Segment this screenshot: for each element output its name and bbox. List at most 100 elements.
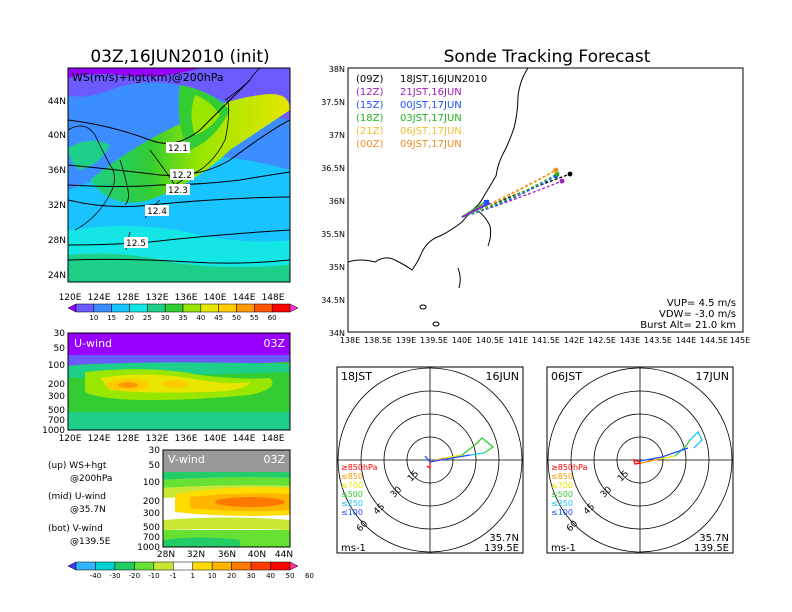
hodo-lat: 35.7N bbox=[699, 533, 729, 544]
v-wind-time: 03Z bbox=[263, 453, 285, 466]
hodo-segment bbox=[689, 430, 703, 449]
colorbar-swatch bbox=[111, 303, 130, 313]
level-label: ≤250 bbox=[341, 499, 363, 508]
hodo-unit: ms-1 bbox=[341, 543, 366, 554]
colorbar-tick: 55 bbox=[250, 314, 259, 322]
sonde-trajectories bbox=[461, 169, 571, 218]
pressure-tick: 200 bbox=[143, 497, 160, 507]
hodo-segment bbox=[633, 459, 642, 465]
colorbar-tick: 20 bbox=[125, 314, 134, 322]
lon-tick: 139E bbox=[396, 336, 416, 345]
colorbar-tick: 15 bbox=[107, 314, 116, 322]
u-wind-y-ticks: 30 50 100 200 300 500 700 1000 bbox=[42, 329, 65, 436]
lon-tick: 136E bbox=[175, 434, 198, 444]
lat-tick: 37N bbox=[329, 131, 345, 140]
colorbar-swatch bbox=[218, 303, 237, 313]
hodo-segment bbox=[674, 439, 691, 457]
lat-tick: 32N bbox=[48, 201, 66, 211]
v-wind-label: V-wind bbox=[168, 453, 205, 466]
hodo-segment bbox=[443, 454, 463, 459]
sonde-parameters: VUP= 4.5 m/s VDW= -3.0 m/s Burst Alt= 21… bbox=[640, 298, 736, 331]
colorbar-swatch bbox=[173, 561, 193, 571]
wind-component-colorbar: -40 -30 -20 -10 -1 1 10 20 30 40 50 60 bbox=[67, 561, 314, 580]
v-wind-y-ticks: 30 50 100 200 300 500 700 1000 bbox=[137, 446, 160, 553]
lat-tick: 32N bbox=[187, 550, 205, 560]
colorbar-arrow-right bbox=[289, 303, 299, 313]
colorbar-tick: 40 bbox=[196, 314, 205, 322]
colorbar-swatch bbox=[200, 303, 219, 313]
burst-altitude: Burst Alt= 21.0 km bbox=[640, 320, 736, 331]
track-lon-ticks: 138E 138.5E 139E 139.5E 140E 140.5E 141E… bbox=[340, 336, 750, 345]
sonde-track-map: 38N 37.5N 37N 36.5N 36N 35.5N 35N 34.5N … bbox=[321, 65, 750, 345]
ascent-segment bbox=[461, 203, 487, 218]
colorbar-tick: 60 bbox=[305, 572, 314, 580]
lon-tick: 148E bbox=[262, 434, 285, 444]
contour-label: 12.4 bbox=[147, 207, 167, 217]
colorbar-tick: 50 bbox=[232, 314, 241, 322]
endpoint-00z bbox=[553, 167, 559, 173]
track-15z bbox=[461, 175, 557, 218]
lon-tick: 124E bbox=[88, 434, 111, 444]
wind-speed-map: WS(m/s)+hgt(km)@200hPa 44N 40N 36N 32N 2… bbox=[48, 67, 291, 303]
level-label: ≤500 bbox=[551, 490, 573, 499]
lat-tick: 36N bbox=[329, 197, 345, 206]
level-label: ≤850 bbox=[551, 472, 573, 481]
hodo-date: 16JUN bbox=[485, 370, 519, 383]
colorbar-swatch bbox=[211, 561, 232, 571]
pressure-tick: 1000 bbox=[137, 543, 160, 553]
lon-tick: 128E bbox=[117, 293, 140, 303]
lon-tick: 138E bbox=[340, 336, 360, 345]
u-wind-x-ticks: 120E 124E 128E 132E 136E 140E 144E 148E bbox=[59, 434, 285, 444]
contour-label: 12.5 bbox=[126, 239, 146, 249]
note-line: (mid) U-wind bbox=[48, 492, 106, 502]
lon-tick: 124E bbox=[88, 293, 111, 303]
lon-tick: 120E bbox=[59, 293, 82, 303]
hodo-segment bbox=[640, 458, 661, 464]
colorbar-swatch bbox=[75, 561, 96, 571]
hodo-date: 17JUN bbox=[695, 370, 729, 383]
colorbar-swatch bbox=[129, 303, 148, 313]
v-wind-x-ticks: 28N 32N 36N 40N 44N bbox=[157, 550, 293, 560]
legend-jst: 03JST,17JUN bbox=[400, 113, 462, 124]
colorbar-tick: -1 bbox=[170, 572, 177, 580]
wind-speed-colorbar: 10 15 20 25 30 35 40 45 50 55 60 bbox=[67, 303, 299, 322]
hodo-segment bbox=[469, 452, 485, 456]
lat-tick: 28N bbox=[157, 550, 175, 560]
lon-tick: 136E bbox=[175, 293, 198, 303]
colorbar-swatch bbox=[75, 303, 95, 313]
top-map-label: WS(m/s)+hgt(km)@200hPa bbox=[72, 71, 224, 84]
hodograph-left: 15 30 45 60 18JST 16JUN ≥850hPa ≤850 ≤70… bbox=[336, 366, 524, 554]
note-line: @200hPa bbox=[70, 474, 112, 484]
pressure-tick: 30 bbox=[149, 446, 161, 456]
lon-tick: 132E bbox=[146, 434, 169, 444]
hodo-lat: 35.7N bbox=[489, 533, 519, 544]
lon-tick: 141.5E bbox=[532, 336, 560, 345]
level-label: ≤100 bbox=[341, 508, 363, 517]
legend-jst: 06JST,17JUN bbox=[400, 126, 462, 137]
pressure-tick: 700 bbox=[48, 416, 65, 426]
lon-tick: 144.5E bbox=[700, 336, 728, 345]
hodo-segment bbox=[659, 455, 676, 460]
lat-tick: 44N bbox=[48, 97, 66, 107]
hodo-segment bbox=[639, 447, 689, 462]
level-label: ≤100 bbox=[551, 508, 573, 517]
lon-tick: 144E bbox=[676, 336, 696, 345]
pressure-tick: 30 bbox=[54, 329, 66, 339]
lon-tick: 140E bbox=[204, 434, 227, 444]
hodo-lon: 139.5E bbox=[484, 543, 519, 554]
hodo-lon: 139.5E bbox=[694, 543, 729, 554]
lat-tick: 37.5N bbox=[321, 98, 345, 107]
contour-label: 12.1 bbox=[168, 144, 188, 154]
launch-site-marker bbox=[484, 200, 489, 205]
track-lat-ticks: 38N 37.5N 37N 36.5N 36N 35.5N 35N 34.5N … bbox=[321, 65, 345, 338]
colorbar-swatch bbox=[147, 303, 166, 313]
hodograph-left-trace bbox=[424, 437, 495, 470]
hodo-segment bbox=[429, 454, 471, 463]
colorbar-swatch bbox=[254, 303, 273, 313]
left-panel-title: 03Z,16JUN2010 (init) bbox=[90, 47, 269, 67]
colorbar-tick: -20 bbox=[129, 572, 140, 580]
colorbar-tick: 50 bbox=[286, 572, 295, 580]
hodo-time: 18JST bbox=[341, 370, 372, 383]
v-wind-panel: V-wind 03Z 30 50 100 200 300 500 700 100… bbox=[137, 446, 293, 560]
colorbar-swatch bbox=[271, 303, 291, 313]
